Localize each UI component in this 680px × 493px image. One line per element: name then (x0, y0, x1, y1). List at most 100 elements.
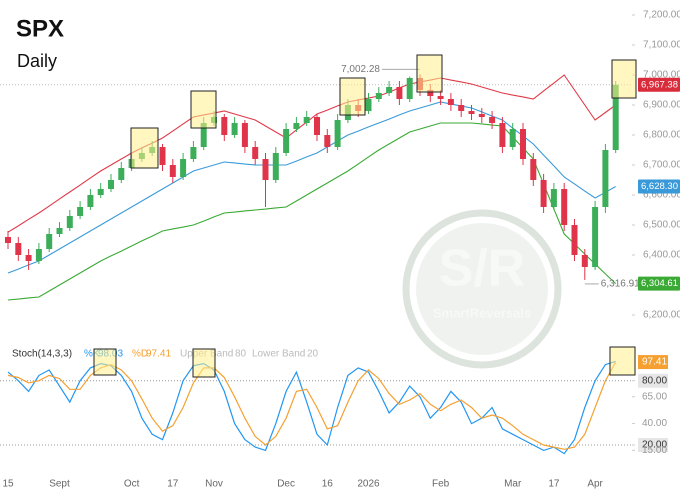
candle-body (241, 123, 248, 147)
x-tick-label: Mar (504, 479, 522, 490)
candle-body (108, 180, 114, 189)
candle-body (293, 123, 300, 129)
price-tag (638, 77, 680, 92)
y-tick-label: 6,800.00 (643, 130, 680, 141)
y-tick-label: 6,500.00 (643, 220, 680, 231)
value-tag-label: 97.41 (642, 357, 667, 368)
candle-body (87, 195, 94, 207)
candle-body (169, 165, 176, 177)
candle-body (447, 99, 454, 105)
y-tick-label: 7,200.00 (643, 10, 680, 21)
candle-body (592, 207, 599, 267)
candle-body (509, 129, 516, 147)
legend-name: %K (84, 349, 100, 360)
highlight-box (416, 54, 443, 93)
candle-body (262, 159, 269, 180)
highlight-box (611, 59, 637, 99)
candle-body (489, 117, 496, 123)
band-line (7, 74, 617, 233)
candle-body (35, 249, 42, 261)
y-tick-label: 20.00 (642, 440, 667, 451)
legend-band: Lower Band (252, 349, 305, 360)
y-tick-label: 7,100.00 (643, 40, 680, 51)
candle-body (612, 84, 619, 150)
candle-body (324, 135, 331, 147)
watermark-ring (402, 209, 562, 369)
candle-body (478, 114, 485, 117)
candle-body (520, 129, 526, 159)
x-tick-label: Oct (124, 479, 140, 490)
candle-body (334, 120, 341, 147)
candle-body (77, 207, 84, 216)
y-tick-label: 6,900.00 (643, 100, 680, 111)
y-tick-label: 6,400.00 (643, 250, 680, 261)
watermark-subtext: SmartReversals (433, 305, 531, 320)
candle-body (25, 255, 32, 261)
legend-value: 97.41 (146, 349, 171, 360)
candle-body (602, 150, 609, 207)
candle-body (231, 123, 238, 135)
candle-body (283, 129, 290, 153)
y-tick-label: 65.00 (642, 391, 667, 402)
candle-body (581, 255, 588, 267)
highlight-box (339, 77, 366, 116)
value-tag (638, 355, 668, 370)
price-tag-label: 6,628.30 (641, 181, 678, 192)
candle-body (190, 147, 197, 159)
candle-body (303, 117, 310, 123)
highlight-box (190, 90, 217, 129)
annotation: 7,002.28 (341, 64, 380, 75)
candle-body (221, 117, 228, 135)
candle-body (97, 189, 104, 195)
y-tick-label: 40.00 (642, 418, 667, 429)
candle-body (159, 147, 166, 165)
legend-band-value: 80 (235, 349, 247, 360)
y-tick-label: 80.00 (642, 375, 667, 386)
chart-title: SPX (16, 15, 64, 42)
candle-body (200, 123, 207, 147)
y-tick-box (638, 373, 668, 388)
highlight-box (609, 346, 636, 376)
highlights (93, 54, 637, 378)
candle-body (530, 159, 537, 180)
candle-body (550, 189, 557, 207)
y-tick-label: 6,600.00 (643, 190, 680, 201)
candle-body (468, 111, 475, 114)
candle-body (180, 159, 187, 177)
price-tag (638, 179, 680, 194)
watermark-disc (416, 223, 548, 355)
candle-body (561, 189, 568, 225)
candle-body (499, 123, 506, 147)
candle-body (66, 216, 73, 228)
legend-title: Stoch(14,3,3) (12, 349, 72, 360)
candle-body (437, 96, 444, 99)
candle-body (15, 243, 22, 255)
x-tick-label: Apr (587, 479, 603, 490)
watermark: S/R SmartReversals (402, 209, 562, 369)
candle-body (571, 225, 578, 255)
price-tag-label: 6,967.38 (641, 79, 678, 90)
candle-body (5, 237, 11, 243)
x-tick-label: 15 (2, 479, 14, 490)
annotation: 6,316.91 (601, 279, 640, 290)
price-tag-label: 6,304.61 (641, 278, 678, 289)
x-tick-label: Nov (205, 479, 223, 490)
candle-body (396, 87, 403, 99)
y-tick-label: 15.00 (642, 445, 667, 456)
candle-body (540, 180, 547, 207)
candle-body (118, 168, 125, 180)
price-tag (638, 276, 680, 291)
y-tick-label: 6,200.00 (643, 310, 680, 321)
candle-body (427, 90, 434, 96)
x-tick-label: 2026 (357, 479, 380, 490)
y-tick-label: 6,700.00 (643, 160, 680, 171)
candle-body (386, 87, 393, 93)
candle-body (406, 78, 413, 99)
candle-body (252, 147, 259, 159)
candle-body (375, 93, 382, 99)
candle-body (56, 228, 63, 234)
candle-body (46, 234, 53, 249)
highlight-box (130, 127, 159, 169)
x-tick-label: Dec (277, 479, 295, 490)
